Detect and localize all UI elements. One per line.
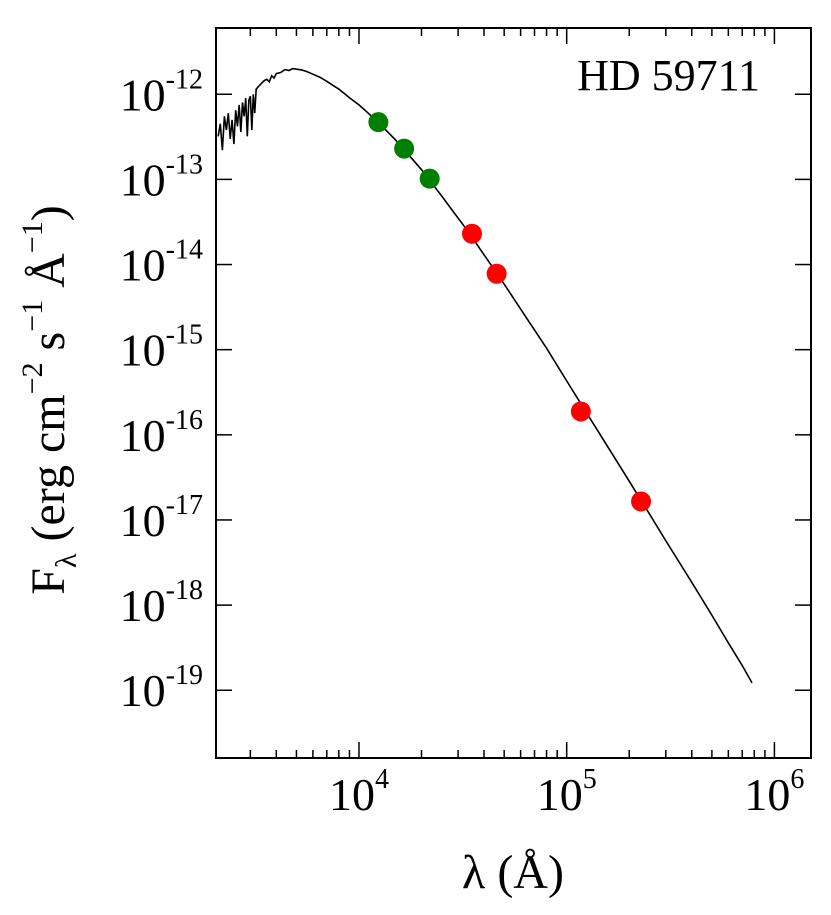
y-tick-label: 10-15: [120, 320, 203, 376]
y-tick-label: 10-14: [120, 235, 203, 291]
x-axis-title: λ (Å): [462, 846, 564, 899]
x-tick-label: 104: [329, 764, 389, 820]
y-tick-label: 10-13: [120, 149, 203, 205]
photometry-point: [394, 138, 415, 159]
plot-area: [215, 27, 812, 759]
series: [217, 67, 753, 684]
star-name-annotation: HD 59711: [577, 51, 760, 100]
plot-frame: [215, 27, 812, 759]
x-tick-label: 105: [537, 764, 597, 820]
y-tick-label: 10-18: [120, 575, 203, 631]
photometry-point: [419, 168, 440, 189]
photometry-point: [486, 263, 507, 284]
photometry-point: [631, 491, 652, 512]
y-tick-label: 10-16: [120, 405, 203, 461]
y-tick-label: 10-12: [120, 64, 203, 120]
photometry-point: [461, 223, 482, 244]
y-tick-label: 10-19: [120, 660, 203, 716]
y-tick-label: 10-17: [120, 490, 203, 546]
y-axis-title: Fλ (erg cm−2 s−1 Å−1): [16, 205, 83, 594]
x-tick-label: 106: [744, 764, 804, 820]
axis-ticks: [216, 28, 811, 758]
tick-labels: 104 105 106 10-12 10-13 10-14 10-15 10-16 10-17 1…: [120, 64, 805, 820]
photometry-point: [570, 401, 591, 422]
model-spectrum-line: [217, 67, 753, 684]
photometry-point: [368, 112, 389, 133]
